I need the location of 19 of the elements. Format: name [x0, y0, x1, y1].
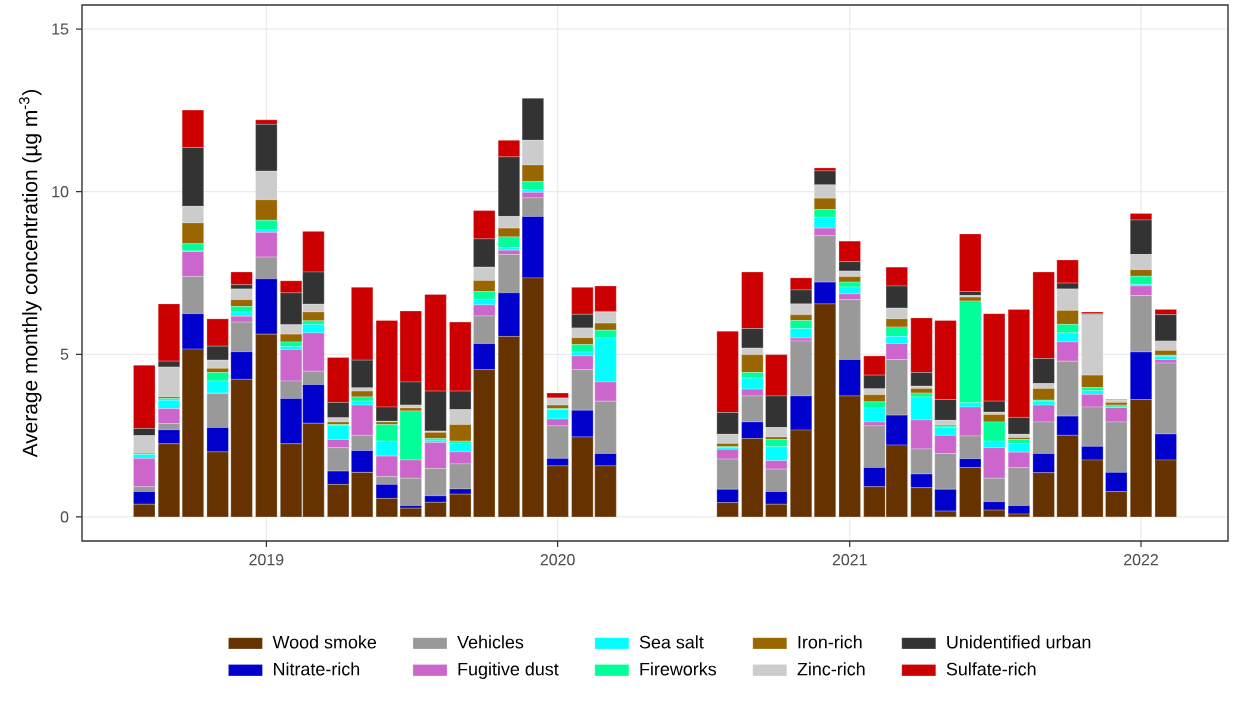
legend-label: Unidentified urban: [947, 635, 1091, 649]
y-tick-label: 10: [52, 186, 69, 198]
x-tick-label: 2019: [249, 554, 284, 566]
y-tick-label: 15: [52, 23, 69, 35]
legend-label: Zinc-rich: [797, 662, 865, 676]
legend-label: Wood smoke: [272, 635, 377, 649]
x-tick-label: 2022: [1124, 554, 1158, 566]
legend-label: Fugitive dust: [458, 662, 559, 679]
y-tick-label: 0: [60, 511, 69, 523]
legend-label: Fireworks: [640, 662, 717, 676]
x-tick-label: 2020: [540, 554, 575, 566]
legend-label: Nitrate-rich: [274, 662, 360, 676]
legend-label: Vehicles: [457, 635, 524, 649]
legend-label: Iron-rich: [798, 635, 862, 649]
x-tick-label: 2021: [832, 554, 867, 566]
y-tick-label: 5: [60, 348, 69, 360]
y-axis-title: Average monthly concentration (µg m$^{-3}$): [19, 89, 42, 458]
legend-label: Sulfate-rich: [946, 662, 1036, 676]
legend-label: Sea salt: [639, 635, 704, 649]
